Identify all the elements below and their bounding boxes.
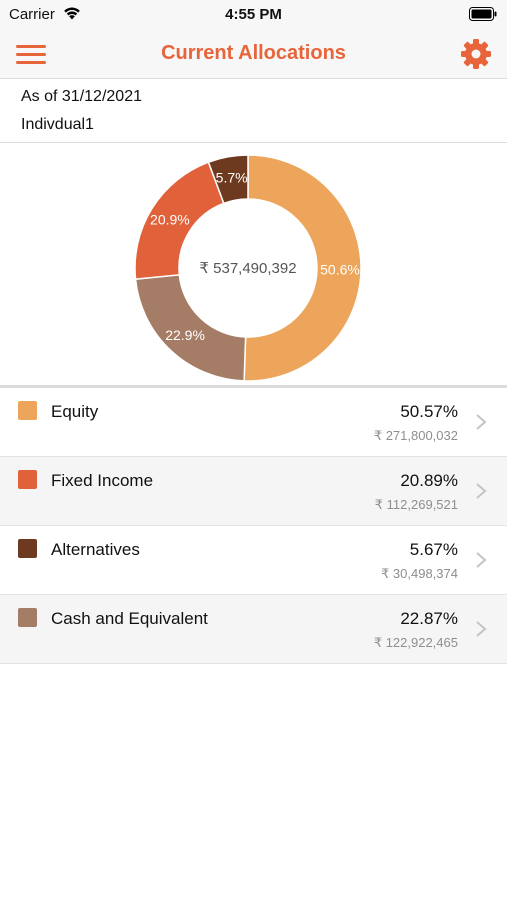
alternatives-color-swatch (18, 539, 37, 558)
clock-time: 4:55 PM (225, 6, 282, 23)
donut-slice-label: 5.7% (216, 169, 248, 185)
account-name: Indivdual1 (21, 116, 94, 133)
page-title: Current Allocations (161, 42, 346, 64)
allocation-donut-chart: ₹ 537,490,392 50.6% 22.9% 20.9% 5.7% (0, 143, 507, 386)
chevron-right-icon (476, 483, 487, 499)
allocation-percent: 5.67% (409, 540, 458, 559)
donut-slice-label: 20.9% (150, 211, 190, 227)
section-divider (0, 385, 507, 388)
donut-slice-equity[interactable] (243, 154, 362, 382)
equity-color-swatch (18, 401, 37, 420)
donut-slice-alternatives[interactable] (207, 154, 249, 205)
cash-color-swatch (18, 608, 37, 627)
hamburger-menu-icon[interactable] (16, 42, 46, 66)
allocation-name: Fixed Income (51, 471, 154, 490)
donut-slice-label: 22.9% (165, 327, 205, 343)
chevron-right-icon (476, 621, 487, 637)
allocation-name: Cash and Equivalent (51, 609, 208, 628)
navigation-bar: Current Allocations (0, 30, 507, 79)
chevron-right-icon (476, 414, 487, 430)
fixed-income-color-swatch (18, 470, 37, 489)
allocation-name: Alternatives (51, 540, 140, 559)
donut-slice-label: 50.6% (320, 262, 360, 278)
battery-icon (469, 7, 497, 21)
allocation-row-equity[interactable]: Equity 50.57% ₹ 271,800,032 (0, 388, 507, 457)
gear-icon[interactable] (459, 37, 493, 71)
allocation-percent: 50.57% (400, 402, 458, 421)
allocation-amount: ₹ 122,922,465 (373, 635, 458, 650)
allocation-row-alternatives[interactable]: Alternatives 5.67% ₹ 30,498,374 (0, 526, 507, 595)
as-of-date: As of 31/12/2021 (21, 88, 142, 105)
allocation-name: Equity (51, 402, 99, 421)
allocation-row-cash-and-equivalent[interactable]: Cash and Equivalent 22.87% ₹ 122,922,465 (0, 595, 507, 664)
account-info: As of 31/12/2021 Indivdual1 (0, 79, 507, 143)
allocation-row-fixed-income[interactable]: Fixed Income 20.89% ₹ 112,269,521 (0, 457, 507, 526)
donut-center-total: ₹ 537,490,392 (199, 260, 296, 277)
status-bar: Carrier 4:55 PM (0, 0, 507, 30)
allocation-amount: ₹ 30,498,374 (381, 566, 458, 581)
allocation-amount: ₹ 271,800,032 (373, 428, 458, 443)
wifi-icon (64, 7, 80, 20)
carrier-label: Carrier (9, 6, 55, 23)
chevron-right-icon (476, 552, 487, 568)
allocation-list: Equity 50.57% ₹ 271,800,032 Fixed Income… (0, 388, 507, 664)
allocation-percent: 22.87% (400, 609, 458, 628)
allocation-percent: 20.89% (400, 471, 458, 490)
allocation-amount: ₹ 112,269,521 (374, 497, 458, 512)
donut-svg: ₹ 537,490,392 50.6% 22.9% 20.9% 5.7% (134, 154, 362, 382)
